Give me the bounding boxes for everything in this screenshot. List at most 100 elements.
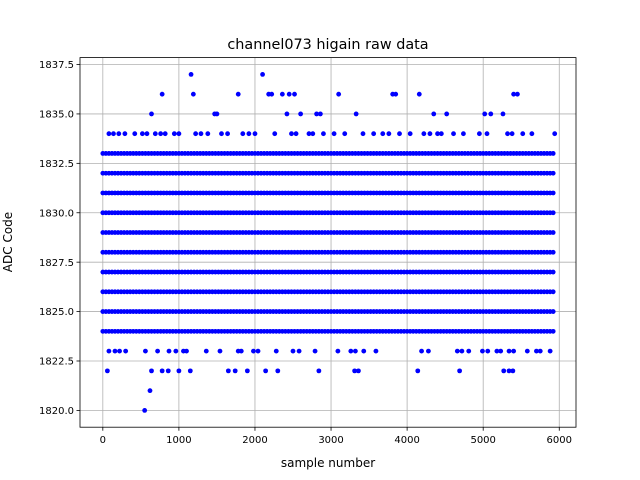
data-point <box>158 131 164 137</box>
x-tick-label: 6000 <box>547 435 572 446</box>
x-axis-ticks: 0 1000 2000 3000 4000 5000 6000 <box>100 427 572 446</box>
data-point <box>550 309 556 314</box>
data-point <box>272 131 278 137</box>
data-point <box>547 348 553 354</box>
data-point <box>431 111 437 117</box>
data-point <box>484 131 490 137</box>
y-tick-label: 1835.0 <box>39 110 74 121</box>
data-point <box>142 408 148 413</box>
data-point <box>144 131 150 137</box>
data-point <box>139 131 145 137</box>
data-point <box>193 131 199 137</box>
data-point <box>435 131 440 137</box>
data-point <box>312 348 318 354</box>
data-point <box>550 210 556 216</box>
data-point <box>159 368 165 374</box>
chart-title: channel073 higain raw data <box>227 37 428 53</box>
data-point <box>159 91 165 97</box>
data-point <box>407 131 413 137</box>
data-point <box>488 111 494 117</box>
data-point <box>444 111 450 117</box>
data-point <box>225 368 231 374</box>
data-point <box>255 348 261 354</box>
data-point <box>198 131 204 137</box>
data-point <box>117 348 122 354</box>
data-point <box>225 131 230 137</box>
y-tick-label: 1827.5 <box>39 258 74 269</box>
data-point <box>352 348 358 354</box>
y-tick-label: 1830.0 <box>39 208 74 219</box>
data-point <box>476 131 482 137</box>
data-point <box>310 131 316 137</box>
data-point <box>506 348 512 354</box>
data-point <box>298 111 304 117</box>
data-point <box>166 348 172 354</box>
data-point <box>149 111 154 117</box>
data-point <box>306 131 312 137</box>
data-point <box>466 348 472 354</box>
data-point <box>123 348 129 354</box>
data-point <box>550 289 556 295</box>
plot-frame <box>79 57 577 428</box>
data-point <box>426 348 431 354</box>
data-point <box>111 131 116 137</box>
data-point <box>505 131 510 137</box>
data-point <box>240 131 246 137</box>
data-point <box>336 91 342 97</box>
data-point <box>494 348 500 354</box>
data-point <box>550 249 556 255</box>
data-point <box>235 91 241 97</box>
data-point <box>451 131 456 137</box>
data-point <box>480 348 485 354</box>
data-point <box>461 131 466 137</box>
data-point <box>552 131 558 137</box>
x-axis-label: sample number <box>281 456 375 470</box>
data-point <box>373 348 379 354</box>
data-point <box>498 348 504 354</box>
data-point <box>171 131 177 137</box>
data-point <box>524 348 530 354</box>
data-point <box>482 111 488 117</box>
data-point <box>515 91 520 97</box>
data-point <box>188 72 194 77</box>
data-point <box>173 348 179 354</box>
data-point <box>360 131 366 137</box>
data-point <box>155 348 160 354</box>
x-tick-label: 2000 <box>242 435 267 446</box>
data-point <box>419 348 424 354</box>
data-point <box>342 131 348 137</box>
data-point <box>457 368 463 374</box>
data-point <box>246 131 252 137</box>
data-point <box>421 131 427 137</box>
data-point <box>112 348 118 354</box>
data-point <box>132 131 138 137</box>
data-point <box>149 368 154 374</box>
data-point <box>380 131 386 137</box>
data-point <box>356 368 361 374</box>
x-tick-label: 5000 <box>470 435 495 446</box>
data-point <box>331 131 337 137</box>
data-point <box>292 91 297 97</box>
data-point <box>371 131 377 137</box>
data-point <box>176 131 182 137</box>
data-point <box>269 91 275 97</box>
data-point <box>190 91 196 97</box>
data-point <box>106 131 112 137</box>
data-point <box>510 368 516 374</box>
data-point <box>203 348 209 354</box>
data-point <box>116 131 122 137</box>
data-point <box>122 131 128 137</box>
data-point <box>500 111 506 117</box>
data-point <box>529 131 535 137</box>
data-point <box>296 348 302 354</box>
data-point <box>165 368 171 374</box>
data-point <box>273 348 279 354</box>
data-point <box>353 111 359 117</box>
data-point <box>537 348 543 354</box>
data-point <box>501 368 507 374</box>
data-point <box>511 91 517 97</box>
data-point <box>550 190 556 196</box>
data-point <box>361 348 367 354</box>
y-axis-ticks: 1820.0 1822.5 1825.0 1827.5 1830.0 1832.5 1835… <box>39 60 80 417</box>
